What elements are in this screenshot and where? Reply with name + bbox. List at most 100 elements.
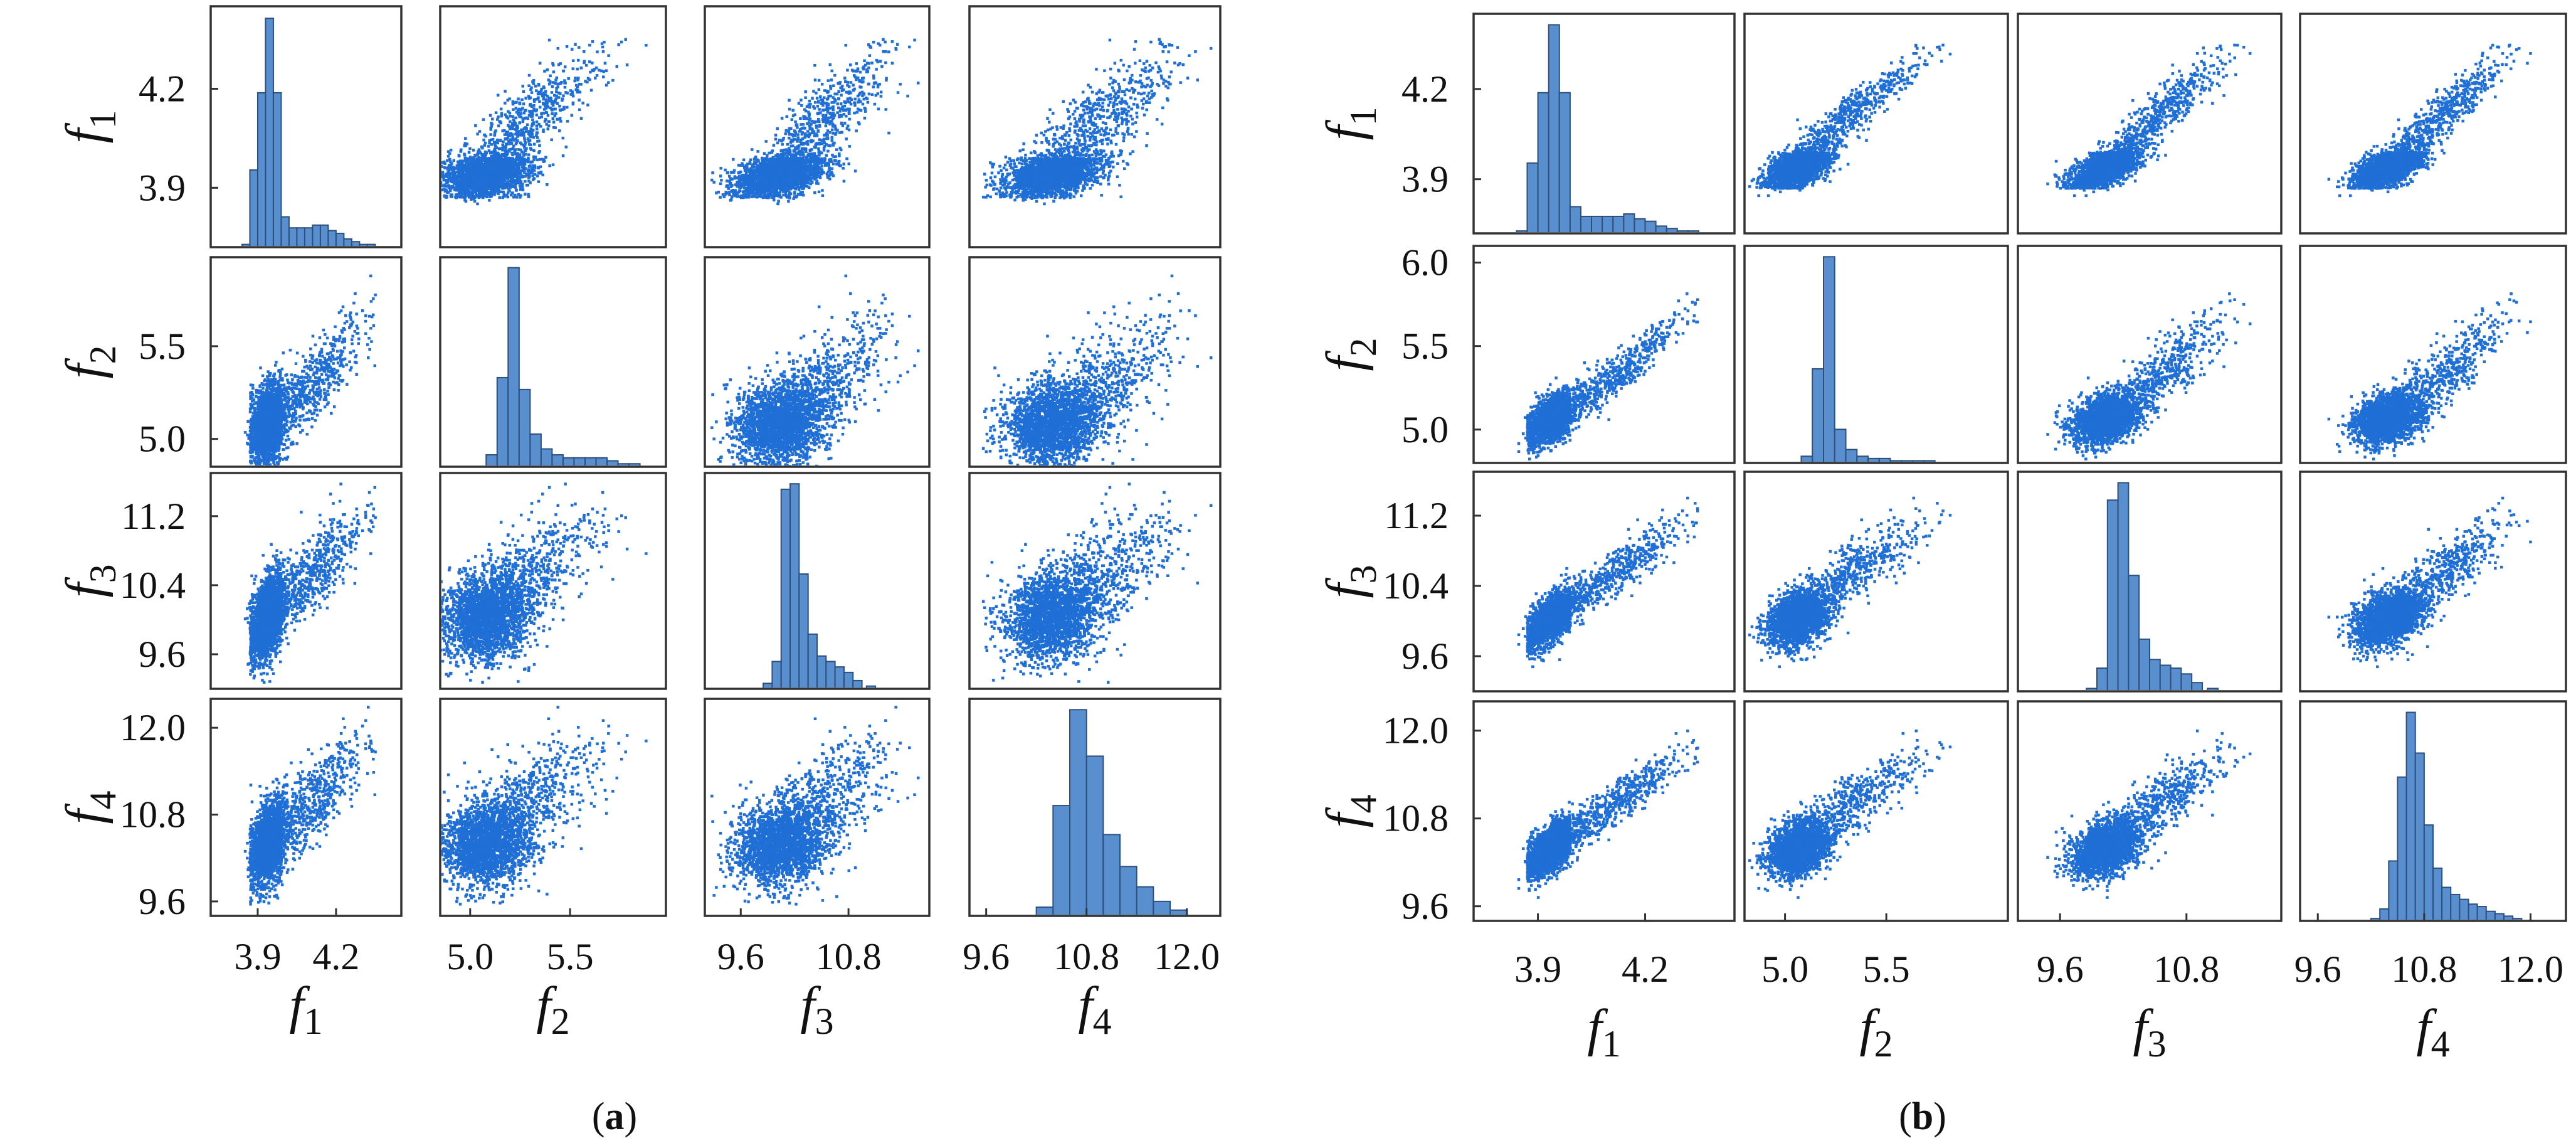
scatter-point xyxy=(557,92,561,95)
scatter-point xyxy=(539,158,542,161)
scatter-point xyxy=(755,169,758,173)
scatter-point xyxy=(552,163,555,166)
scatter-point xyxy=(831,173,834,176)
scatter-point xyxy=(607,81,610,84)
scatter-point xyxy=(851,69,854,72)
scatter-point xyxy=(843,180,846,183)
scatter-point xyxy=(808,100,811,103)
scatter-point xyxy=(513,159,516,162)
scatter-point xyxy=(848,108,851,111)
scatter-point xyxy=(826,109,830,112)
scatter-point xyxy=(756,150,759,153)
scatter-point xyxy=(551,85,554,88)
scatter-point xyxy=(743,183,746,186)
scatter-point xyxy=(536,174,539,178)
scatter-point xyxy=(798,169,801,172)
scatter-point xyxy=(711,171,714,174)
scatter-point xyxy=(485,170,488,173)
scatter-point xyxy=(530,148,533,151)
scatter-point xyxy=(853,102,857,105)
scatter-point xyxy=(492,191,495,194)
scatter-point xyxy=(793,150,796,153)
scatter-point xyxy=(509,127,512,130)
scatter-point xyxy=(488,185,492,188)
scatter-point xyxy=(831,167,834,170)
scatter-point xyxy=(460,172,463,175)
scatter-point xyxy=(575,84,578,87)
scatter-point xyxy=(495,146,499,149)
scatter-point xyxy=(490,128,493,131)
scatter-point xyxy=(448,184,451,187)
scatter-point xyxy=(483,194,487,198)
scatter-point xyxy=(504,133,507,136)
scatter-point xyxy=(537,123,541,126)
scatter-point xyxy=(842,167,845,170)
scatter-point xyxy=(595,66,598,70)
scatter-point xyxy=(785,115,788,119)
scatter-point xyxy=(466,159,469,162)
scatter-point xyxy=(470,198,473,201)
scatter-point xyxy=(823,96,826,99)
scatter-point xyxy=(498,196,501,199)
scatter-point xyxy=(826,134,829,137)
scatter-point xyxy=(734,177,737,180)
scatter-point xyxy=(552,81,555,84)
scatter-point xyxy=(502,141,505,144)
scatter-point xyxy=(499,147,502,151)
scatter-point xyxy=(752,178,756,181)
scatter-point xyxy=(546,111,549,114)
scatter-point xyxy=(527,117,530,120)
scatter-point xyxy=(520,151,524,154)
scatter-point xyxy=(806,185,809,188)
scatter-point xyxy=(840,122,843,125)
scatter-point xyxy=(566,45,569,48)
scatter-point xyxy=(857,95,860,98)
scatter-point xyxy=(533,143,536,146)
scatter-point xyxy=(539,106,542,109)
scatter-point xyxy=(472,159,475,162)
scatter-point xyxy=(504,90,507,93)
scatter-point xyxy=(472,176,475,179)
scatter-point xyxy=(537,84,541,87)
scatter-point xyxy=(552,64,555,67)
scatter-point xyxy=(825,154,828,157)
scatter-point xyxy=(430,184,433,187)
hist-bar xyxy=(336,233,344,247)
cell-a-r1-c3 xyxy=(697,6,929,247)
scatter-point xyxy=(875,59,879,62)
scatter-point xyxy=(492,169,495,173)
scatter-point xyxy=(813,64,816,67)
scatter-point xyxy=(527,157,530,161)
scatter-point xyxy=(875,94,878,97)
scatter-point xyxy=(458,154,461,157)
scatter-point xyxy=(833,101,836,104)
scatter-point xyxy=(491,118,494,121)
scatter-point xyxy=(917,82,920,85)
scatter-point xyxy=(572,102,575,105)
scatter-point xyxy=(842,162,845,166)
scatter-point xyxy=(459,162,462,166)
scatter-point xyxy=(520,112,523,115)
scatter-point xyxy=(544,120,547,123)
scatter-point xyxy=(527,153,531,156)
scatter-point xyxy=(450,195,453,198)
scatter-point xyxy=(819,158,822,161)
scatter-point xyxy=(496,169,499,173)
scatter-point xyxy=(887,132,890,135)
y-axis-label: f1 xyxy=(55,110,124,143)
scatter-point xyxy=(436,175,440,178)
scatter-point xyxy=(848,129,851,132)
scatter-point xyxy=(578,83,581,86)
scatter-point xyxy=(806,143,810,146)
scatter-point xyxy=(816,105,820,108)
scatter-point xyxy=(516,135,519,138)
scatter-point xyxy=(845,115,848,118)
scatter-point xyxy=(624,38,627,41)
scatter-point xyxy=(497,115,500,119)
scatter-point xyxy=(542,112,546,115)
hist-bar xyxy=(258,93,265,247)
scatter-point xyxy=(478,148,481,151)
scatter-point xyxy=(757,191,761,194)
scatter-point xyxy=(850,98,853,102)
scatter-point xyxy=(434,183,437,186)
